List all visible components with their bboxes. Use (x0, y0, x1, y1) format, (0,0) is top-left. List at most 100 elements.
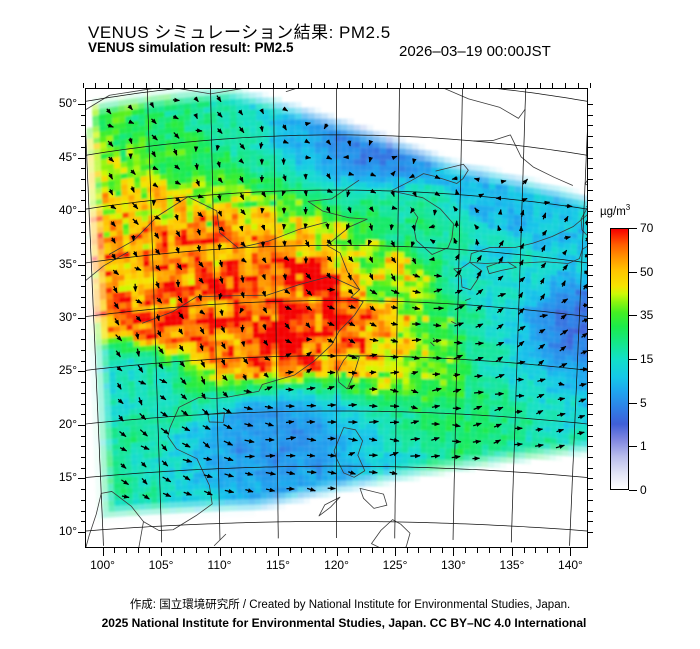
lat-right-tick (588, 328, 593, 330)
lat-right-tick (588, 146, 593, 148)
lon-minor-tick (313, 548, 315, 553)
lon-top-tick (438, 83, 440, 88)
lat-right-tick (588, 339, 593, 341)
lat-tick-label-50: 50° (58, 96, 77, 111)
lat-right-tick (588, 114, 593, 116)
lat-tick-mark (78, 211, 86, 213)
lat-minor-tick (81, 510, 86, 512)
lat-tick-mark (78, 478, 86, 480)
lat-minor-tick (81, 221, 86, 223)
lat-right-tick (588, 318, 593, 319)
colorbar-tick-label-35: 35 (640, 308, 654, 323)
lat-minor-tick (81, 489, 86, 491)
lon-minor-tick (207, 548, 209, 553)
lat-minor-tick (81, 125, 86, 127)
lat-minor-tick (81, 382, 86, 384)
lon-minor-tick (500, 548, 502, 553)
lon-top-tick (488, 83, 490, 88)
lon-minor-tick (488, 548, 490, 553)
lat-minor-tick (81, 350, 86, 352)
lon-top-tick (399, 83, 401, 88)
lat-tick-mark (78, 318, 86, 319)
lon-tick-label-115: 115° (266, 558, 290, 572)
lat-right-tick (588, 296, 593, 298)
colorbar-tick-mark (629, 271, 637, 273)
footer-license: 2025 National Institute for Environmenta… (0, 616, 700, 630)
colorbar-tick-mark (629, 446, 637, 448)
lat-minor-tick (81, 296, 86, 298)
lat-right-tick (588, 467, 593, 469)
lon-top-tick (311, 83, 313, 88)
lon-minor-tick (114, 548, 116, 553)
lon-tick-mark (453, 548, 455, 556)
map-canvas (86, 89, 587, 547)
lon-minor-tick (324, 548, 326, 553)
lon-minor-tick (231, 548, 233, 553)
lat-right-tick (588, 424, 593, 426)
lat-minor-tick (81, 499, 86, 501)
lon-minor-tick (476, 548, 478, 553)
lat-right-tick (588, 211, 593, 213)
lon-top-tick (501, 83, 503, 88)
lat-minor-tick (81, 392, 86, 394)
colorbar-tick-label-50: 50 (640, 264, 654, 279)
lon-tick-label-130: 130° (441, 558, 466, 572)
lat-minor-tick (81, 168, 86, 170)
lon-top-tick (184, 83, 186, 88)
lon-top-tick (564, 83, 566, 88)
lat-right-tick (588, 232, 593, 234)
lat-minor-tick (81, 114, 86, 116)
lat-minor-tick (81, 521, 86, 523)
lon-top-tick (146, 83, 148, 88)
lat-tick-mark (78, 531, 86, 533)
lat-minor-tick (81, 232, 86, 234)
lon-minor-tick (149, 548, 151, 553)
lat-minor-tick (81, 189, 86, 191)
lon-top-tick (171, 83, 173, 88)
lon-top-tick (374, 83, 376, 88)
lon-minor-tick (254, 548, 256, 553)
lat-minor-tick (81, 435, 86, 437)
lon-minor-tick (289, 548, 291, 553)
lat-right-tick (588, 253, 593, 255)
lat-right-tick (588, 264, 593, 266)
lat-minor-tick (81, 178, 86, 180)
lon-minor-tick (137, 548, 139, 553)
pm25-map-plot (85, 88, 588, 548)
lon-top-tick (273, 83, 275, 88)
colorbar-tick-mark (629, 228, 637, 229)
lat-minor-tick (81, 243, 86, 245)
colorbar-tick-label-1: 1 (640, 439, 647, 454)
lon-top-tick (209, 83, 211, 88)
lat-minor-tick (81, 467, 86, 469)
lon-tick-label-140: 140° (558, 558, 583, 572)
lat-right-tick (588, 392, 593, 394)
lat-right-tick (588, 499, 593, 501)
lon-top-tick (412, 83, 414, 88)
lat-minor-tick (81, 457, 86, 459)
lat-minor-tick (81, 328, 86, 330)
page-title-japanese: VENUS シミュレーション結果: PM2.5 (88, 23, 391, 42)
lon-top-tick (526, 83, 528, 88)
lon-minor-tick (535, 548, 537, 553)
colorbar-unit-exponent: 3 (625, 203, 631, 212)
footer-credit: 作成: 国立環境研究所 / Created by National Instit… (129, 599, 571, 611)
lat-right-tick (588, 446, 593, 448)
lon-top-tick (120, 83, 122, 88)
lon-minor-tick (196, 548, 198, 553)
colorbar-tick-label-15: 15 (640, 352, 654, 366)
lon-tick-mark (394, 548, 396, 556)
lat-right-tick (588, 478, 593, 480)
lat-right-tick (588, 489, 593, 491)
lon-top-tick (514, 83, 516, 88)
lon-top-tick (108, 83, 110, 88)
lat-right-tick (588, 200, 593, 202)
lat-right-tick (588, 125, 593, 127)
lat-minor-tick (81, 307, 86, 309)
lon-top-tick (539, 83, 541, 88)
lon-top-tick (361, 83, 363, 88)
lat-minor-tick (81, 285, 86, 287)
lat-minor-tick (81, 414, 86, 416)
lon-minor-tick (125, 548, 127, 553)
lon-top-tick (133, 83, 135, 88)
